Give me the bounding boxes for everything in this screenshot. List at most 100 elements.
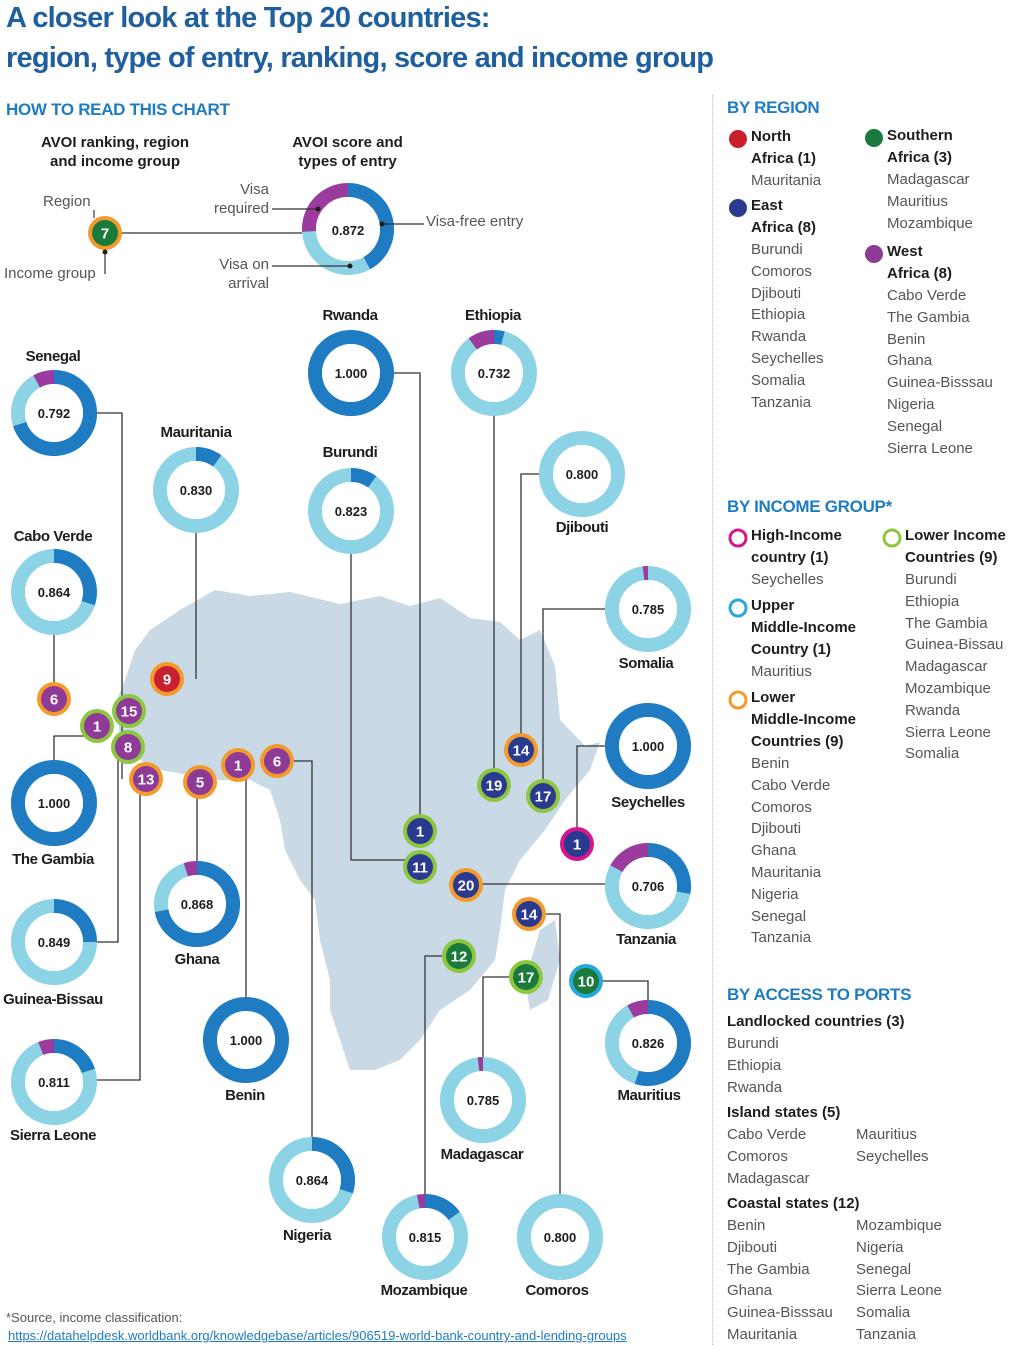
page-title-line-1: A closer look at the Top 20 countries: — [6, 2, 490, 34]
mozambique-score: 0.815 — [409, 1230, 442, 1245]
howto-arrival-dot — [347, 263, 353, 269]
seychelles-donut — [605, 703, 691, 789]
guinea-bissau-connector — [96, 747, 119, 943]
by-income-heading: BY INCOME GROUP* — [727, 497, 892, 516]
nigeria-name: Nigeria — [282, 1227, 332, 1244]
mauritius-visa-free-arc — [634, 1000, 691, 1086]
howto-income-dot — [102, 249, 108, 255]
rwanda-name: Rwanda — [322, 307, 378, 324]
the-gambia-rank-badge: 1 — [80, 709, 114, 743]
ports-island-item: Comoros — [727, 1147, 788, 1165]
burundi-rank-badge: 11 — [403, 850, 437, 884]
income-lower_middle-item: Benin — [751, 755, 790, 772]
howto-diagram: 7 0.872 — [88, 183, 424, 275]
nigeria-donut-hole — [283, 1151, 341, 1209]
somalia-region-dot — [530, 783, 556, 809]
comoros-name: Comoros — [525, 1282, 589, 1299]
howto-score: 0.872 — [332, 223, 365, 238]
djibouti-visa-on-arrival-arc — [539, 431, 625, 517]
ghana-region-dot — [187, 769, 213, 795]
ports-landlocked-item: Rwanda — [727, 1078, 783, 1096]
somalia-score: 0.785 — [632, 602, 665, 617]
comoros-score: 0.800 — [544, 1230, 577, 1245]
benin-score: 1.000 — [230, 1033, 263, 1048]
by-ports-heading: BY ACCESS TO PORTS — [727, 985, 912, 1004]
ports-coastal-item: Tanzania — [856, 1326, 917, 1343]
ethiopia-visa-required-arc — [468, 330, 495, 350]
sierra-leone-name: Sierra Leone — [9, 1127, 97, 1144]
sierra-leone-visa-free-arc — [53, 1039, 95, 1074]
income-low-title1: Lower Income — [905, 527, 1006, 544]
mauritania-score: 0.830 — [180, 483, 213, 498]
ghana-donut — [154, 861, 240, 947]
madagascar-region-dot — [513, 964, 539, 990]
ports-landlocked-item: Burundi — [727, 1035, 779, 1052]
the-gambia-name: The Gambia — [12, 851, 94, 868]
mozambique-rank-badge: 12 — [442, 939, 476, 973]
ports-landlocked-title: Landlocked countries (3) — [727, 1013, 905, 1030]
income-lower_middle-item: Cabo Verde — [751, 776, 831, 794]
ports-coastal-item: Benin — [727, 1217, 766, 1234]
ports-coastal-item: Senegal — [856, 1260, 912, 1278]
comoros-visa-on-arrival-arc — [517, 1194, 603, 1280]
how-to-read-heading: HOW TO READ THIS CHART — [6, 100, 230, 119]
senegal-region-dot — [133, 766, 159, 792]
tanzania-rank-label: 20 — [458, 878, 475, 895]
somalia-donut — [605, 566, 691, 652]
mozambique-visa-required-arc — [416, 1194, 426, 1209]
mozambique-name: Mozambique — [380, 1282, 468, 1299]
rwanda-donut-hole — [322, 344, 380, 402]
ports-island-item: Cabo Verde — [727, 1126, 807, 1143]
sierra-leone-donut-hole — [25, 1053, 83, 1111]
the-gambia-donut-hole — [25, 774, 83, 832]
income-low-item: Madagascar — [905, 658, 988, 676]
ports-coastal-item: Ghana — [727, 1282, 773, 1300]
ethiopia-region-dot — [481, 772, 507, 798]
comoros-rank-badge: 14 — [512, 897, 546, 931]
sierra-leone-score: 0.811 — [38, 1075, 70, 1090]
benin-region-dot — [225, 752, 251, 778]
ghana-visa-required-arc — [183, 861, 198, 877]
howto-rank-label: 7 — [101, 226, 109, 243]
region-west-item: Senegal — [887, 417, 943, 435]
nigeria-region-dot — [264, 748, 290, 774]
seychelles-visa-free-arc — [605, 703, 691, 789]
rwanda-region-dot — [407, 818, 433, 844]
senegal-donut — [11, 370, 97, 456]
region-east-item: Ethiopia — [751, 306, 806, 324]
mozambique-donut-hole — [396, 1208, 454, 1266]
income-low-item: The Gambia — [905, 614, 988, 632]
rwanda-rank-badge: 1 — [403, 814, 437, 848]
tanzania-score: 0.706 — [632, 879, 665, 894]
seychelles-rank-label: 1 — [573, 837, 581, 854]
mauritius-score: 0.826 — [632, 1036, 665, 1051]
ports-island-item: Seychelles — [856, 1147, 929, 1165]
rwanda-visa-free-arc — [308, 330, 394, 416]
ports-coastal-item: The Gambia — [727, 1260, 810, 1278]
region-west-dot — [865, 245, 883, 263]
djibouti-score: 0.800 — [566, 467, 599, 482]
income-lower_middle-item: Tanzania — [751, 929, 812, 947]
mauritania-visa-free-arc — [195, 447, 222, 467]
cabo-verde-donut — [11, 549, 97, 635]
djibouti-name: Djibouti — [555, 519, 609, 536]
income-low-item: Somalia — [905, 745, 960, 763]
madagascar-donut-hole — [454, 1071, 512, 1129]
djibouti-connector — [520, 473, 540, 750]
mozambique-visa-free-arc — [424, 1194, 460, 1221]
howto-region-label: Region — [43, 193, 91, 210]
income-lower_middle-title2: Middle-Income — [751, 711, 857, 728]
income-upper-item: Mauritius — [751, 663, 812, 680]
ethiopia-rank-badge: 19 — [477, 768, 511, 802]
ports-coastal-title: Coastal states (12) — [727, 1195, 860, 1212]
benin-rank-badge: 1 — [221, 748, 255, 782]
income-lower_middle-title3: Countries (9) — [751, 733, 844, 750]
source-link[interactable]: https://datahelpdesk.worldbank.org/knowl… — [8, 1328, 627, 1343]
djibouti-region-dot — [508, 737, 534, 763]
guinea-bissau-region-dot — [115, 734, 141, 760]
madagascar-rank-badge: 17 — [509, 960, 543, 994]
the-gambia-score: 1.000 — [38, 796, 71, 811]
ethiopia-rank-label: 19 — [486, 778, 503, 795]
howto-required-dot — [315, 206, 321, 212]
senegal-score: 0.792 — [38, 406, 71, 421]
